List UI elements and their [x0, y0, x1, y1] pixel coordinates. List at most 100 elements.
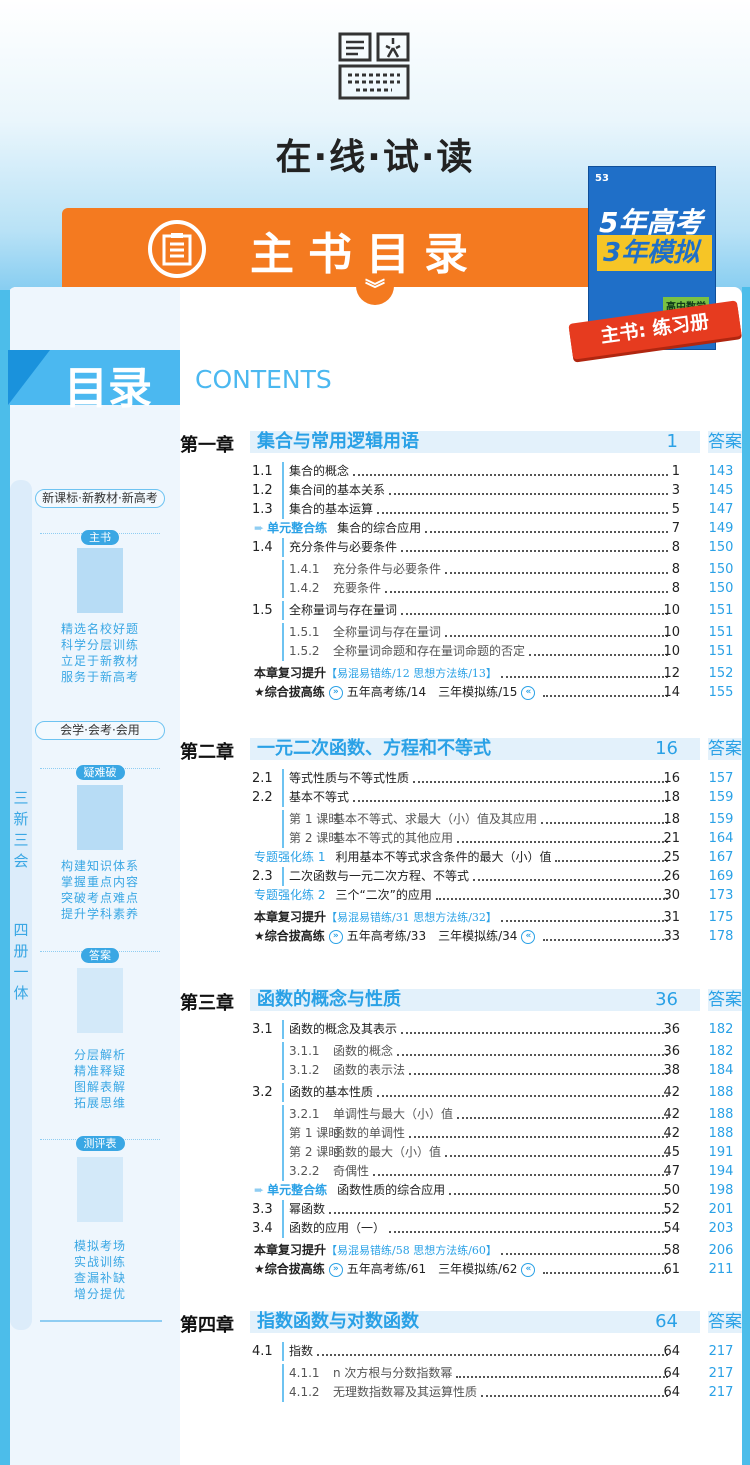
review-label: 本章复习提升	[254, 1243, 327, 1257]
toc-row[interactable]: ➨ 单元整合练 集合的综合应用 7 149	[180, 519, 742, 538]
chapter-header[interactable]: 第三章 函数的概念与性质 36 答案	[180, 989, 742, 1014]
toc-row[interactable]: 1.4.1 充分条件与必要条件 8 150	[180, 560, 742, 579]
desc-line: 提升学科素养	[60, 907, 139, 921]
toc-row[interactable]: 1.1 集合的概念 1 143	[180, 462, 742, 481]
desc-line: 分层解析	[73, 1048, 126, 1062]
toc-row[interactable]: 2.2 基本不等式 18 159	[180, 788, 742, 807]
subsection-number: 第 1 课时	[289, 812, 341, 826]
toc-row[interactable]: 1.3 集合的基本运算 5 147	[180, 500, 742, 519]
toc-row[interactable]: ➨ 单元整合练 函数性质的综合应用 50 198	[180, 1181, 742, 1200]
row-title: 全称量词与存在量词	[289, 603, 398, 617]
toc-row[interactable]: 4.1 指数 64 217	[180, 1342, 742, 1361]
toc-row[interactable]: 第 1 课时 函数的单调性 42 188	[180, 1124, 742, 1143]
answer-page: 167	[708, 850, 734, 865]
chapter-title: 集合与常用逻辑用语	[257, 431, 419, 452]
row-title: 函数的表示法	[333, 1063, 406, 1077]
toc-heading-cn: 目录	[64, 363, 152, 414]
toc-row[interactable]: 3.1.1 函数的概念 36 182	[180, 1042, 742, 1061]
subsection-number: 4.1.1	[289, 1366, 320, 1380]
toc-row[interactable]: 3.4 函数的应用（一） 54 203	[180, 1219, 742, 1238]
answer-page: 198	[708, 1183, 734, 1198]
chapter-header[interactable]: 第一章 集合与常用逻辑用语 1 答案	[180, 431, 742, 456]
row-title: 全称量词与存在量词	[333, 625, 442, 639]
chapter-header[interactable]: 第二章 一元二次函数、方程和不等式 16 答案	[180, 738, 742, 763]
answer-page: 188	[708, 1126, 734, 1141]
dot-leader	[377, 1094, 668, 1097]
chapter-title-bar	[250, 738, 700, 760]
row-body: ➨ 单元整合练 集合的综合应用	[254, 519, 672, 538]
dot-leader	[473, 878, 668, 881]
row-body: 本章复习提升 【易混易错练/12 思想方法练/13】	[254, 664, 672, 683]
page-number: 36	[663, 1022, 680, 1037]
section-bar	[282, 1342, 284, 1361]
answer-label: 答案	[708, 1311, 742, 1333]
toc-row[interactable]: 3.3 幂函数 52 201	[180, 1200, 742, 1219]
toc-rows: 3.1 函数的概念及其表示 36 182 3.1.1 函数的概念 36 182 3.1.2 函数的…	[180, 1020, 742, 1279]
row-body: 3.2.1 单调性与最大（小）值	[289, 1105, 672, 1124]
chapter-page: 64	[655, 1311, 678, 1332]
toc-row[interactable]: 专题强化练 2 三个“二次”的应用 30 173	[180, 886, 742, 905]
toc-row[interactable]: 专题强化练 1 利用基本不等式求含条件的最大（小）值 25 167	[180, 848, 742, 867]
page-number: 52	[663, 1202, 680, 1217]
toc-row[interactable]: 1.5.1 全称量词与存在量词 10 151	[180, 623, 742, 642]
row-body: ★综合拔高练» 五年高考练/61 三年模拟练/62 «	[254, 1260, 672, 1279]
toc-row[interactable]: 本章复习提升 【易混易错练/58 思想方法练/60】 58 206	[180, 1241, 742, 1260]
page-number: 31	[663, 910, 680, 925]
row-title: 利用基本不等式求含条件的最大（小）值	[335, 850, 552, 864]
toc-row[interactable]: 4.1.1 n 次方根与分数指数幂 64 217	[180, 1364, 742, 1383]
row-body: 3.1.2 函数的表示法	[289, 1061, 672, 1080]
section-bar	[282, 462, 284, 481]
toc-row[interactable]: 1.5 全称量词与存在量词 10 151	[180, 601, 742, 620]
section-bar	[282, 1162, 284, 1181]
chapter-header[interactable]: 第四章 指数函数与对数函数 64 答案	[180, 1311, 742, 1336]
toc-row[interactable]: 1.5.2 全称量词命题和存在量词命题的否定 10 151	[180, 642, 742, 661]
toc-row[interactable]: 1.2 集合间的基本关系 3 145	[180, 481, 742, 500]
toc-row[interactable]: 3.2.1 单调性与最大（小）值 42 188	[180, 1105, 742, 1124]
page-number: 64	[663, 1366, 680, 1381]
section-number: 2.1	[252, 771, 273, 786]
row-body: 集合间的基本关系	[289, 481, 672, 500]
row-title: 基本不等式的其他应用	[333, 831, 454, 845]
section-number: 1.1	[252, 464, 273, 479]
toc-row[interactable]: 2.1 等式性质与不等式性质 16 157	[180, 769, 742, 788]
row-title: 指数	[289, 1344, 314, 1358]
toc-row[interactable]: 第 2 课时 基本不等式的其他应用 21 164	[180, 829, 742, 848]
chapter-title-bar	[250, 431, 700, 453]
section-label-text: 答案	[81, 948, 119, 963]
section-number: 3.4	[252, 1221, 273, 1236]
dot-leader	[457, 840, 668, 843]
toc-row[interactable]: 2.3 二次函数与一元二次方程、不等式 26 169	[180, 867, 742, 886]
dot-leader	[481, 1394, 668, 1397]
toc-row[interactable]: 1.4.2 充要条件 8 150	[180, 579, 742, 598]
toc-row[interactable]: 3.2.2 奇偶性 47 194	[180, 1162, 742, 1181]
toc-row[interactable]: ★综合拔高练» 五年高考练/61 三年模拟练/62 « 61 211	[180, 1260, 742, 1279]
toc-row[interactable]: ★综合拔高练» 五年高考练/14 三年模拟练/15 « 14 155	[180, 683, 742, 702]
section-bar	[282, 1020, 284, 1039]
toc-row[interactable]: 1.4 充分条件与必要条件 8 150	[180, 538, 742, 557]
page-number: 14	[663, 685, 680, 700]
answer-page: 169	[708, 869, 734, 884]
dot-leader	[500, 675, 668, 678]
toc-row[interactable]: 3.2 函数的基本性质 42 188	[180, 1083, 742, 1102]
section-bar	[282, 579, 284, 598]
toc-row[interactable]: 本章复习提升 【易混易错练/31 思想方法练/32】 31 175	[180, 908, 742, 927]
dot-leader	[413, 780, 668, 783]
comprehensive-label: ★综合拔高练	[254, 685, 325, 699]
toc-row[interactable]: 3.1.2 函数的表示法 38 184	[180, 1061, 742, 1080]
toc-row[interactable]: 第 1 课时 基本不等式、求最大（小）值及其应用 18 159	[180, 810, 742, 829]
dot-leader	[373, 1173, 668, 1176]
dot-leader	[445, 1154, 668, 1157]
section-number: 2.3	[252, 869, 273, 884]
toc-row[interactable]: 4.1.2 无理数指数幂及其运算性质 64 217	[180, 1383, 742, 1402]
comprehensive-label: ★综合拔高练	[254, 929, 325, 943]
page-number: 61	[663, 1262, 680, 1277]
answer-page: 157	[708, 771, 734, 786]
toc-row[interactable]: 第 2 课时 函数的最大（小）值 45 191	[180, 1143, 742, 1162]
chapter-title-bar	[250, 1311, 700, 1333]
page-number: 8	[671, 581, 680, 596]
dot-leader	[377, 511, 668, 514]
toc-row[interactable]: ★综合拔高练» 五年高考练/33 三年模拟练/34 « 33 178	[180, 927, 742, 946]
chapter-block: 第二章 一元二次函数、方程和不等式 16 答案 2.1 等式性质与不等式性质 16 157 2.…	[180, 738, 742, 946]
toc-row[interactable]: 3.1 函数的概念及其表示 36 182	[180, 1020, 742, 1039]
toc-row[interactable]: 本章复习提升 【易混易错练/12 思想方法练/13】 12 152	[180, 664, 742, 683]
